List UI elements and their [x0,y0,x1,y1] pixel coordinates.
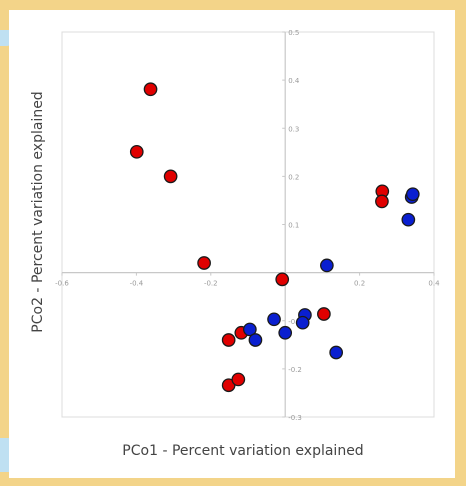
data-point-series-1 [197,256,211,270]
data-point-series-2 [320,258,334,273]
y-tick-label: 0.5 [288,29,299,37]
data-point-series-1 [129,144,144,159]
data-point-series-1 [275,272,290,287]
y-tick-label: -0.3 [288,414,302,422]
x-tick-label: -0.6 [55,280,69,288]
x-tick-label: 0.4 [428,280,440,288]
y-tick-label: 0.3 [288,125,299,133]
y-tick-label: -0.2 [288,366,302,374]
data-point-series-1 [317,307,331,321]
y-axis-title: PCo2 - Percent variation explained [30,91,46,332]
y-tick-label: 0.2 [288,173,299,181]
data-point-series-2 [278,325,293,340]
y-tick-label: 0.1 [288,222,299,230]
data-point-series-1 [143,82,158,97]
data-point-series-1 [163,169,178,184]
y-tick-label: 0.4 [288,77,300,85]
data-point-series-2 [295,315,310,330]
x-tick-label: -0.4 [130,280,144,288]
data-point-series-2 [329,345,344,360]
data-point-series-2 [243,322,257,337]
y-tick-label: -0.1 [288,318,302,326]
data-point-series-2 [267,312,281,327]
data-point-series-2 [248,333,263,347]
data-point-series-2 [405,187,420,202]
x-tick-label: -0.2 [204,280,218,288]
data-points [129,82,420,393]
data-point-series-1 [375,194,389,209]
data-point-series-1 [221,333,236,347]
data-point-series-2 [401,212,416,227]
x-tick-label: 0.2 [354,280,365,288]
tick-labels: -0.6-0.4-0.200.20.4-0.3-0.2-0.10.10.20.3… [55,29,440,422]
x-axis-title: PCo1 - Percent variation explained [122,443,363,459]
plot-area [61,31,435,418]
data-point-series-1 [231,372,246,387]
